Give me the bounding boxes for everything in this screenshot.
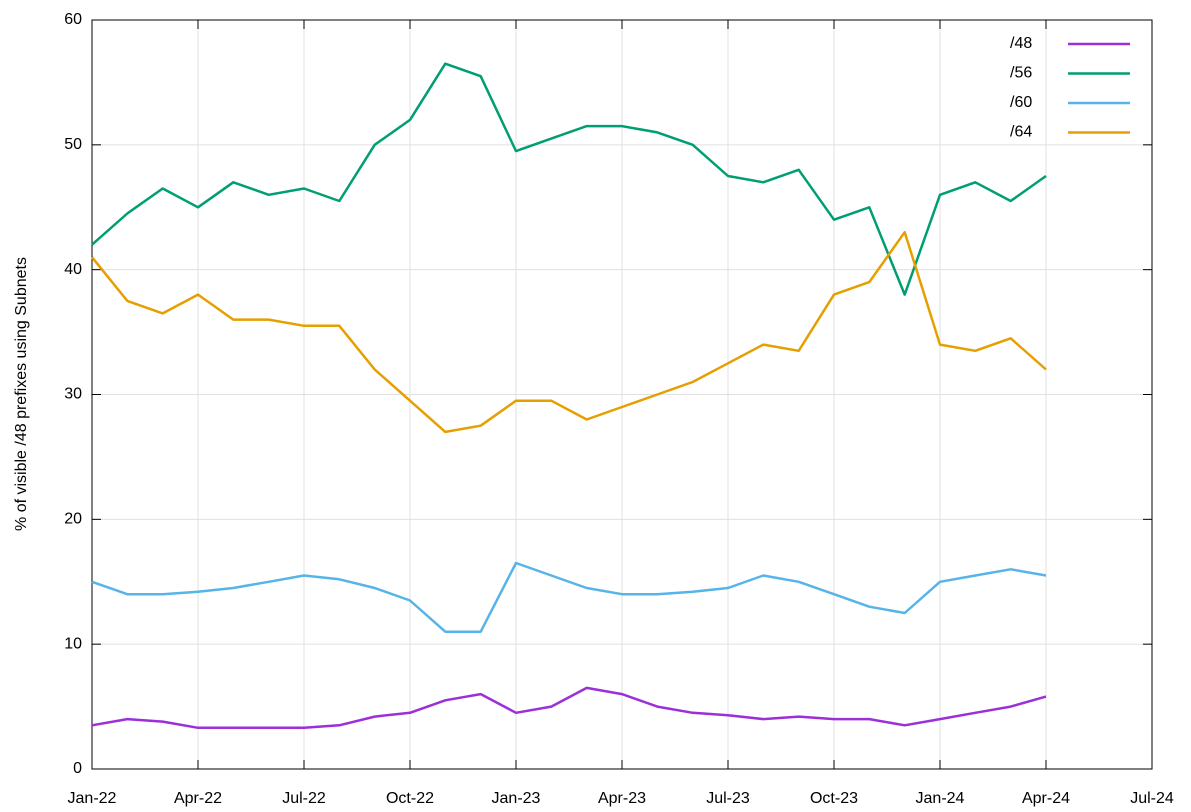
legend-label: /60: [1010, 94, 1032, 111]
y-tick-label: 10: [64, 635, 82, 652]
y-tick-label: 0: [73, 760, 82, 777]
y-tick-label: 40: [64, 261, 82, 278]
x-tick-label: Apr-22: [174, 790, 222, 807]
data-line: [91, 62, 1047, 296]
x-tick-label: Oct-23: [810, 790, 858, 807]
x-tick-label: Jan-23: [492, 790, 541, 807]
y-tick-label: 50: [64, 136, 82, 153]
legend-label: /64: [1010, 124, 1032, 141]
x-tick-label: Jul-23: [706, 790, 750, 807]
data-line: [91, 686, 1047, 730]
x-tick-label: Apr-24: [1022, 790, 1070, 807]
x-tick-label: Oct-22: [386, 790, 434, 807]
x-tick-label: Jul-22: [282, 790, 326, 807]
x-tick-label: Jan-24: [916, 790, 965, 807]
legend-label: /48: [1010, 35, 1032, 52]
data-line: [91, 230, 1047, 434]
x-tick-label: Apr-23: [598, 790, 646, 807]
legend-label: /56: [1010, 65, 1032, 82]
x-tick-label: Jul-24: [1130, 790, 1174, 807]
data-line: [91, 561, 1047, 633]
y-tick-label: 60: [64, 11, 82, 28]
plot-frame: [91, 19, 1153, 770]
x-tick-label: Jan-22: [68, 790, 117, 807]
y-axis-label: % of visible /48 prefixes using Subnets: [13, 257, 30, 531]
y-tick-label: 30: [64, 386, 82, 403]
y-tick-label: 20: [64, 511, 82, 528]
